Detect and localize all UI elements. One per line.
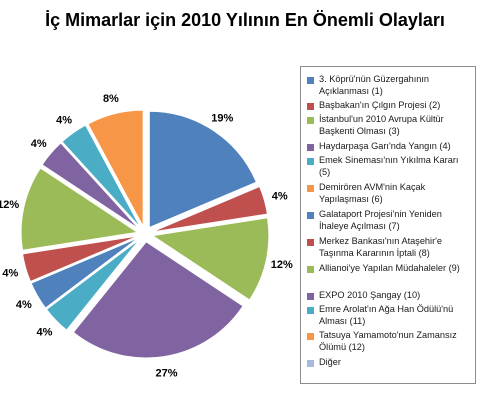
pie-slice-10	[41, 142, 140, 230]
data-label-4: 27%	[155, 367, 177, 379]
legend-swatch	[307, 185, 314, 192]
data-label-5: 4%	[37, 327, 53, 339]
pie-slice-4	[72, 241, 244, 359]
chart-title: İç Mimarlar için 2010 Yılının En Önemli …	[45, 10, 445, 30]
legend-label: Demirören AVM'nin Kaçak Yapılaşması (6)	[319, 182, 426, 204]
pie-slice-5	[46, 239, 140, 331]
legend-label: İstanbul'un 2010 Avrupa Kültür Başkenti …	[319, 114, 444, 136]
legend-item-6: Demirören AVM'nin Kaçak Yapılaşması (6)	[307, 182, 471, 205]
legend-swatch	[307, 144, 314, 151]
legend-item-8: Merkez Bankası'nın Ataşehir'e Taşınma Ka…	[307, 236, 471, 259]
legend-item-9: Allianoi'ye Yapılan Müdahaleler (9)	[307, 263, 471, 275]
legend-item-10: EXPO 2010 Şangay (10)	[307, 290, 471, 302]
legend-label: Emek Sineması'nın Yıkılma Kararı (5)	[319, 155, 459, 177]
legend-swatch	[307, 212, 314, 219]
pie-slice-8	[22, 235, 138, 282]
legend-swatch	[307, 333, 314, 340]
legend-label: Diğer	[319, 357, 341, 367]
legend-item-13: Diğer	[307, 357, 471, 369]
data-label-12: 8%	[103, 93, 119, 105]
legend-swatch	[307, 117, 314, 124]
legend-label: Tatsuya Yamamoto'nun Zamansız Ölümü (12)	[319, 330, 457, 352]
data-label-2: 4%	[272, 191, 288, 203]
legend-swatch	[307, 293, 314, 300]
data-label-3: 12%	[271, 259, 293, 271]
data-label-8: 4%	[2, 267, 18, 279]
legend-swatch	[307, 360, 314, 367]
pie-slice-9	[20, 167, 139, 251]
pie-slice-3	[151, 217, 270, 301]
legend-item-4: Haydarpaşa Garı'nda Yangın (4)	[307, 141, 471, 153]
legend-label: 3. Köprü'nün Güzergahının Açıklanması (1…	[319, 74, 430, 96]
legend-swatch	[307, 158, 314, 165]
legend-swatch	[307, 103, 314, 110]
legend-item-1: 3. Köprü'nün Güzergahının Açıklanması (1…	[307, 74, 471, 97]
legend-item-3: İstanbul'un 2010 Avrupa Kültür Başkenti …	[307, 114, 471, 137]
data-label-11: 4%	[56, 115, 72, 127]
legend: 3. Köprü'nün Güzergahının Açıklanması (1…	[300, 66, 476, 384]
legend-swatch	[307, 239, 314, 246]
legend-label: Galataport Projesi'nin Yeniden İhaleye A…	[319, 209, 442, 231]
pie-slice-7	[30, 237, 139, 309]
data-label-10: 4%	[31, 138, 47, 150]
pie-slice-12	[87, 109, 144, 227]
legend-label: EXPO 2010 Şangay (10)	[319, 290, 421, 300]
data-label-9: 12%	[0, 199, 19, 211]
legend-item-12: Tatsuya Yamamoto'nun Zamansız Ölümü (12)	[307, 330, 471, 353]
legend-label: Başbakan'ın Çılgın Projesi (2)	[319, 100, 441, 110]
legend-item-7: Galataport Projesi'nin Yeniden İhaleye A…	[307, 209, 471, 232]
data-label-1: 19%	[211, 112, 233, 124]
legend-swatch	[307, 307, 314, 314]
legend-item-2: Başbakan'ın Çılgın Projesi (2)	[307, 100, 471, 112]
legend-swatch	[307, 77, 314, 84]
legend-label: Merkez Bankası'nın Ataşehir'e Taşınma Ka…	[319, 236, 443, 258]
legend-swatch	[307, 266, 314, 273]
data-label-7: 4%	[16, 299, 32, 311]
legend-item-11: Emre Arolat'ın Ağa Han Ödülü'nü Alması (…	[307, 304, 471, 327]
legend-label: Allianoi'ye Yapılan Müdahaleler (9)	[319, 263, 460, 273]
legend-label: Haydarpaşa Garı'nda Yangın (4)	[319, 141, 451, 151]
pie-slice-2	[152, 186, 268, 233]
legend-item-5: Emek Sineması'nın Yıkılma Kararı (5)	[307, 155, 471, 178]
pie-slice-11	[61, 124, 141, 228]
pie-slice-1	[149, 110, 257, 228]
legend-label: Emre Arolat'ın Ağa Han Ödülü'nü Alması (…	[319, 304, 454, 326]
